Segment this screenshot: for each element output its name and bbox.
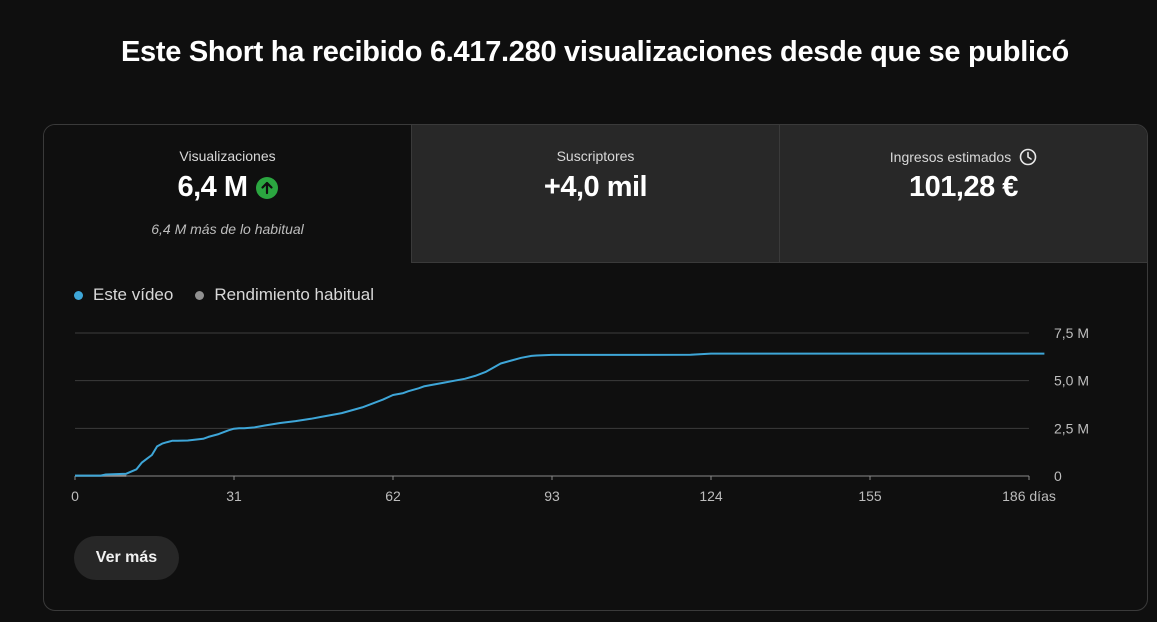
page-title: Este Short ha recibido 6.417.280 visuali… [121, 36, 1069, 68]
legend-dot [74, 290, 83, 300]
legend-label: Este vídeo [93, 285, 174, 304]
series-line [75, 352, 1045, 477]
tab-value-row: 6,4 M [44, 171, 411, 204]
legend-dot [195, 290, 205, 300]
y-tick-label: 5,0 M [1054, 373, 1089, 389]
ver-mas-button[interactable]: Ver más [74, 536, 179, 580]
x-tick-label: 155 [858, 488, 882, 504]
chart-legend: Este vídeo Rendimiento habitual [74, 285, 374, 305]
tab-ingresos[interactable]: Ingresos estimados 101,28 € [779, 125, 1147, 263]
tab-label: Ingresos estimados [889, 149, 1012, 165]
tab-subtext: 6,4 M más de lo habitual [151, 221, 304, 237]
tab-value: 101,28 € [909, 171, 1018, 203]
clock-icon [1019, 148, 1037, 166]
x-tick-label: 93 [544, 488, 560, 504]
tab-value: 6,4 M [177, 171, 248, 203]
x-tick-label: 0 [71, 488, 79, 504]
x-tick-label: 31 [226, 488, 242, 504]
y-tick-label: 7,5 M [1054, 325, 1089, 341]
x-tick-label: 124 [699, 488, 723, 504]
tab-suscriptores[interactable]: Suscriptores +4,0 mil [411, 125, 779, 263]
legend-item-rendimiento[interactable]: Rendimiento habitual [195, 285, 374, 305]
views-line-chart: 0 2,5 M 5,0 M 7,5 M 0 31 62 93 124 155 186 días [71, 325, 1089, 504]
legend-item-este-video[interactable]: Este vídeo [74, 285, 173, 305]
analytics-card: Visualizaciones 6,4 M 6,4 M más de lo ha… [43, 124, 1148, 611]
tab-label-row: Ingresos estimados [780, 148, 1147, 166]
y-tick-label: 2,5 M [1054, 420, 1089, 436]
legend-label: Rendimiento habitual [214, 285, 375, 304]
x-tick-label: 62 [385, 488, 401, 504]
tab-label: Visualizaciones [179, 148, 276, 164]
x-tick-label: 186 días [1002, 488, 1056, 504]
metric-tabs: Visualizaciones 6,4 M 6,4 M más de lo ha… [44, 125, 1147, 263]
tab-value: +4,0 mil [543, 171, 648, 203]
tab-visualizaciones[interactable]: Visualizaciones 6,4 M 6,4 M más de lo ha… [44, 125, 411, 263]
arrow-up-icon [255, 176, 278, 199]
y-tick-label: 0 [1054, 468, 1062, 484]
tab-label: Suscriptores [556, 148, 635, 164]
